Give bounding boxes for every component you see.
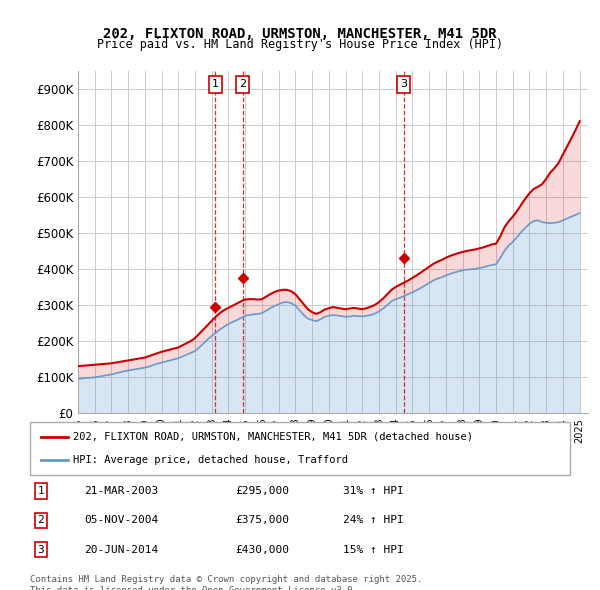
Text: Price paid vs. HM Land Registry's House Price Index (HPI): Price paid vs. HM Land Registry's House … (97, 38, 503, 51)
Text: £295,000: £295,000 (235, 486, 289, 496)
Text: 24% ↑ HPI: 24% ↑ HPI (343, 516, 404, 525)
Text: HPI: Average price, detached house, Trafford: HPI: Average price, detached house, Traf… (73, 455, 348, 465)
Text: 20-JUN-2014: 20-JUN-2014 (84, 545, 158, 555)
Text: 2: 2 (239, 80, 246, 90)
Text: £430,000: £430,000 (235, 545, 289, 555)
Text: Contains HM Land Registry data © Crown copyright and database right 2025.
This d: Contains HM Land Registry data © Crown c… (30, 575, 422, 590)
Text: 31% ↑ HPI: 31% ↑ HPI (343, 486, 404, 496)
Text: 202, FLIXTON ROAD, URMSTON, MANCHESTER, M41 5DR: 202, FLIXTON ROAD, URMSTON, MANCHESTER, … (103, 27, 497, 41)
Text: 05-NOV-2004: 05-NOV-2004 (84, 516, 158, 525)
Text: 15% ↑ HPI: 15% ↑ HPI (343, 545, 404, 555)
Text: 1: 1 (212, 80, 219, 90)
Text: 1: 1 (37, 486, 44, 496)
Text: 2: 2 (37, 516, 44, 525)
Text: £375,000: £375,000 (235, 516, 289, 525)
Text: 21-MAR-2003: 21-MAR-2003 (84, 486, 158, 496)
Text: 3: 3 (400, 80, 407, 90)
Text: 3: 3 (37, 545, 44, 555)
FancyBboxPatch shape (30, 422, 570, 475)
Text: 202, FLIXTON ROAD, URMSTON, MANCHESTER, M41 5DR (detached house): 202, FLIXTON ROAD, URMSTON, MANCHESTER, … (73, 432, 473, 442)
